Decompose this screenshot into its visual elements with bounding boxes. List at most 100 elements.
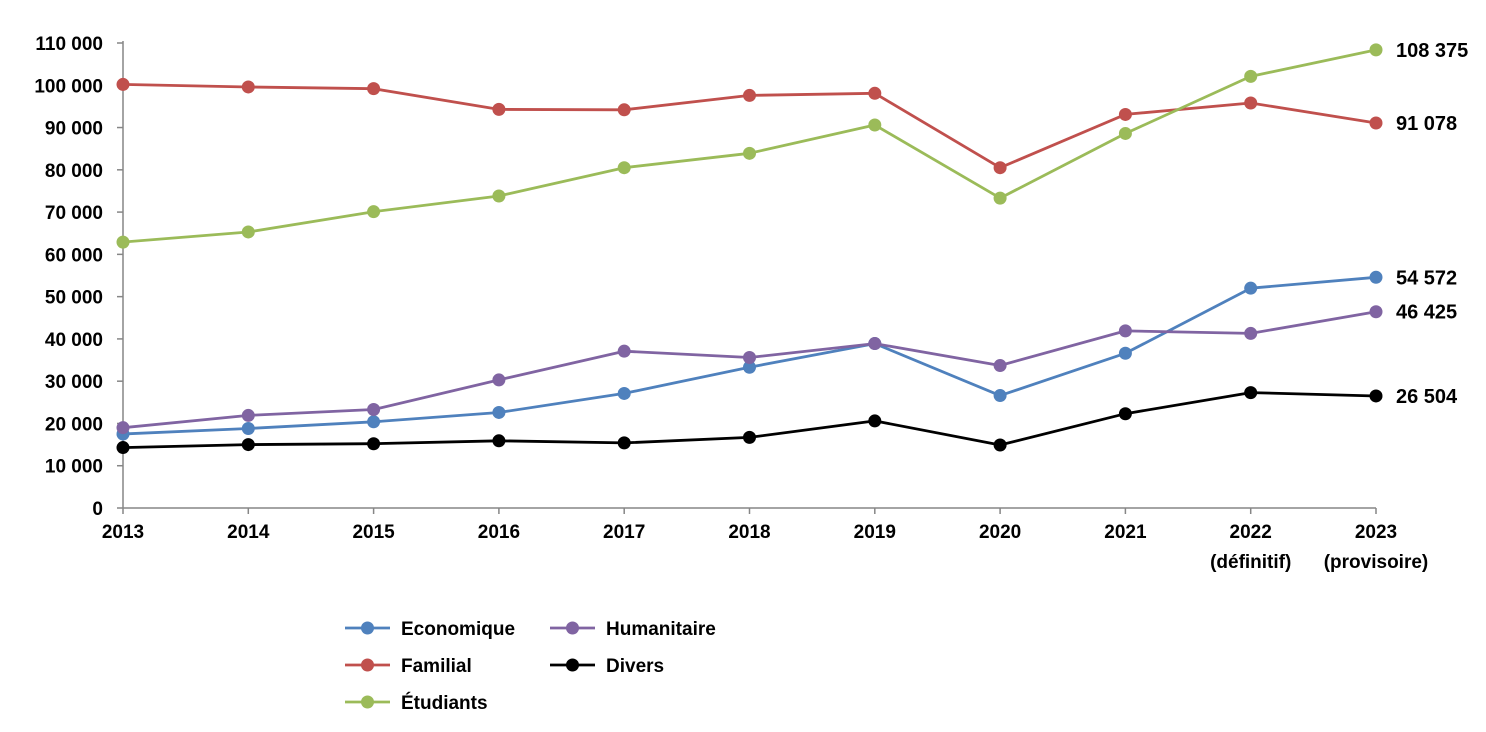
data-point (993, 161, 1007, 175)
end-label-divers: 26 504 (1396, 386, 1458, 408)
data-point (1244, 96, 1258, 110)
data-point (1244, 326, 1258, 340)
legend-swatch-marker (361, 621, 374, 635)
data-point (1369, 305, 1383, 319)
data-point (1369, 43, 1383, 57)
data-point (367, 205, 381, 219)
x-tick-label: 2023 (provisoire) (1324, 522, 1429, 573)
legend-item-familial: Familial (345, 656, 472, 677)
data-point (116, 77, 130, 91)
data-point (617, 103, 631, 117)
data-point (492, 405, 506, 419)
data-point (993, 389, 1007, 403)
x-tick-label: 2020 (979, 522, 1021, 543)
data-point (743, 351, 756, 365)
data-point (1118, 407, 1132, 421)
y-tick-label: 30 000 (45, 372, 103, 393)
series-humanitaire (116, 305, 1383, 435)
legend-swatch-marker (361, 695, 374, 709)
x-tick-label: 2016 (478, 522, 520, 543)
data-point (241, 225, 255, 239)
y-axis-ticks: 0 10 000 20 000 30 000 40 000 50 000 60 000 70 … (34, 34, 123, 520)
end-label-familial: 91 078 (1396, 113, 1457, 135)
x-tick-label: 2021 (1104, 522, 1147, 543)
legend-item-economique: Economique (345, 619, 515, 640)
x-tick-label: 2017 (603, 522, 645, 543)
data-point (868, 337, 882, 351)
data-point (743, 88, 756, 102)
x-tick-label: 2015 (352, 522, 395, 543)
end-labels: 54 572 91 078 108 375 46 425 26 504 (1396, 40, 1468, 408)
series-layer (116, 43, 1383, 455)
data-point (116, 421, 130, 435)
x-tick-label: 2018 (728, 522, 770, 543)
y-tick-label: 60 000 (45, 245, 103, 266)
y-tick-label: 0 (92, 499, 103, 520)
y-tick-label: 70 000 (45, 203, 103, 224)
end-label-humanitaire: 46 425 (1396, 302, 1457, 324)
y-tick-label: 10 000 (45, 457, 103, 478)
end-label-etudiants: 108 375 (1396, 40, 1468, 62)
legend-label: Humanitaire (606, 619, 716, 640)
data-point (367, 437, 381, 451)
series-line (122, 48, 1377, 244)
data-point (868, 118, 882, 132)
y-tick-label: 90 000 (45, 119, 103, 140)
data-point (993, 191, 1007, 205)
y-tick-label: 100 000 (34, 76, 103, 97)
data-point (868, 414, 882, 428)
data-point (492, 434, 506, 448)
data-point (743, 430, 756, 444)
x-tick-label: 2022 (définitif) (1210, 522, 1291, 573)
data-point (617, 386, 631, 400)
data-point (367, 415, 381, 429)
x-axis-ticks: 2013 2014 2015 2016 2017 2018 2019 2020 2021 2022… (102, 508, 1428, 573)
series-divers (116, 386, 1383, 455)
legend-label: Divers (606, 656, 664, 677)
data-point (492, 373, 506, 387)
data-point (1118, 324, 1132, 338)
legend-swatch-marker (566, 621, 579, 635)
data-point (1244, 386, 1258, 400)
data-point (1369, 270, 1383, 284)
data-point (492, 189, 506, 203)
legend-swatch-marker (361, 658, 374, 672)
y-tick-label: 40 000 (45, 330, 103, 351)
legend-label: Economique (401, 619, 515, 640)
data-point (868, 86, 882, 100)
y-tick-label: 80 000 (45, 161, 103, 182)
data-point (1369, 116, 1383, 130)
legend-label: Étudiants (401, 692, 488, 714)
data-point (617, 344, 631, 358)
x-tick-label: 2014 (227, 522, 270, 543)
x-tick-label: 2019 (854, 522, 896, 543)
data-point (241, 80, 255, 94)
data-point (1118, 107, 1132, 121)
series-etudiants (116, 43, 1383, 249)
data-point (241, 438, 255, 452)
data-point (1118, 346, 1132, 360)
data-point (1118, 126, 1132, 140)
legend-label: Familial (401, 656, 472, 677)
data-point (367, 82, 381, 96)
data-point (116, 441, 130, 455)
legend: Economique Humanitaire Familial Divers Étudi… (345, 619, 716, 714)
data-point (1244, 281, 1258, 295)
data-point (1244, 69, 1258, 83)
data-point (993, 438, 1007, 452)
series-familial (116, 77, 1383, 175)
legend-swatch-marker (566, 658, 579, 672)
data-point (1369, 389, 1383, 403)
data-point (241, 408, 255, 422)
y-tick-label: 110 000 (35, 34, 103, 55)
data-point (492, 102, 506, 116)
end-label-economique: 54 572 (1396, 267, 1457, 289)
data-point (367, 403, 381, 417)
data-point (743, 146, 756, 160)
data-point (241, 422, 255, 436)
data-point (617, 436, 631, 450)
y-tick-label: 20 000 (45, 414, 103, 435)
legend-item-divers: Divers (550, 656, 664, 677)
data-point (116, 235, 130, 249)
